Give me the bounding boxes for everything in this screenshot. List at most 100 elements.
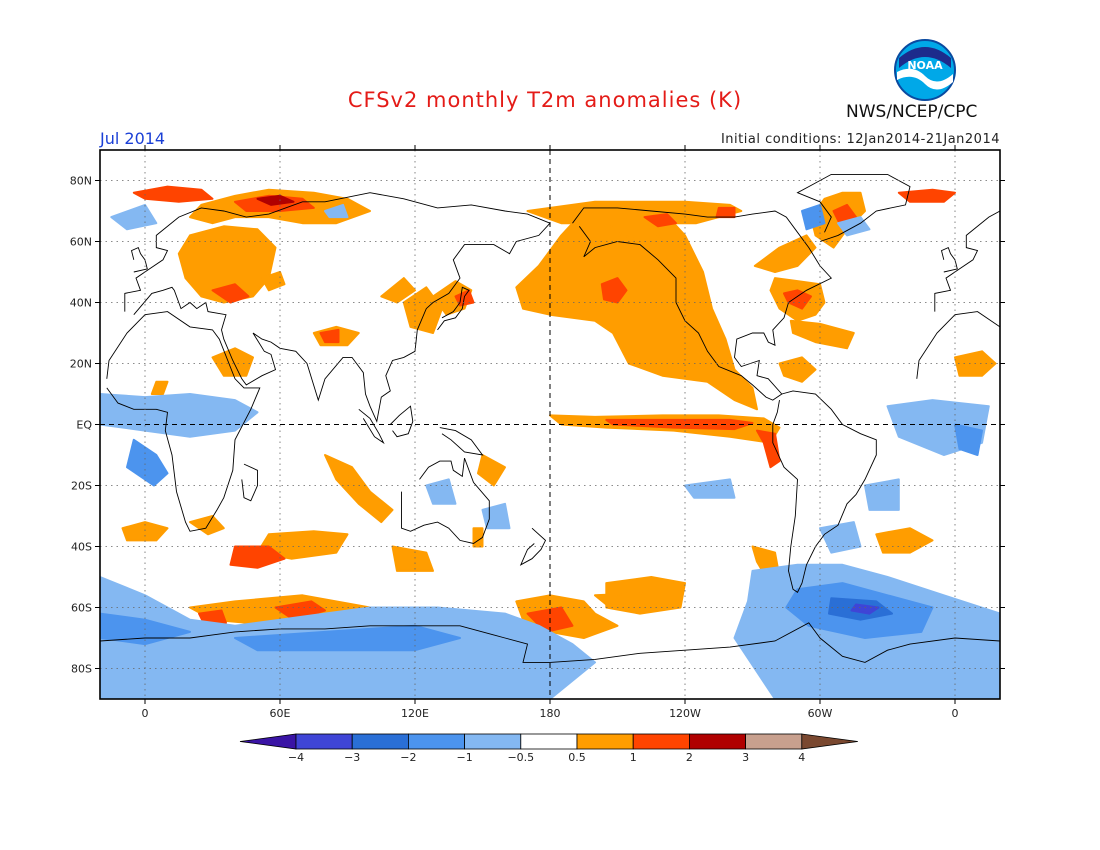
anomaly-area (954, 423, 983, 456)
anomaly-area (897, 188, 956, 203)
anomaly-area (684, 478, 736, 499)
anomaly-area (875, 527, 934, 554)
anomaly-area (121, 521, 169, 542)
colorbar-bin (407, 733, 465, 750)
coastline (916, 311, 1000, 379)
longitude-label: 0 (142, 707, 149, 720)
longitude-label: 60W (808, 707, 833, 720)
latitude-label: 20S (71, 480, 92, 493)
latitude-label: EQ (76, 419, 92, 432)
axis-ticks (95, 145, 1005, 704)
colorbar-bin (576, 733, 634, 750)
latitude-label: 40N (70, 297, 92, 310)
longitude-label: 120W (669, 707, 701, 720)
anomaly-area (850, 603, 880, 615)
anomaly-area (234, 624, 461, 652)
anomaly-area (380, 277, 416, 304)
coastline (100, 622, 1000, 663)
anomaly-area (274, 600, 326, 621)
anomaly-area (211, 347, 254, 377)
anomaly-area (198, 609, 227, 624)
anomaly-area (715, 206, 736, 219)
coastline (124, 192, 551, 423)
anomaly-area (477, 454, 506, 487)
anomaly-area (600, 277, 628, 304)
anomaly-area (126, 438, 169, 487)
anomaly-area (261, 271, 286, 292)
anomaly-area (864, 478, 900, 511)
anomaly-area (324, 454, 394, 524)
colorbar-tick-label: −0.5 (507, 751, 534, 764)
noaa-logo-icon: NOAA (894, 39, 956, 101)
colorbar-tick-label: −2 (400, 751, 416, 764)
colorbar-tick-label: 0.5 (568, 751, 586, 764)
coastline (437, 286, 470, 331)
initial-conditions: Initial conditions: 12Jan2014-21Jan2014 (720, 132, 1000, 147)
colorbar-bin (689, 733, 747, 750)
colorbar-bin (295, 733, 353, 750)
latitude-label: 80N (70, 175, 92, 188)
coastline (401, 457, 490, 544)
colorbar-bin (632, 733, 690, 750)
anomaly-area (753, 234, 817, 273)
anomaly-area (211, 283, 250, 304)
latitude-label: 60S (71, 602, 92, 615)
longitude-label: 0 (952, 707, 959, 720)
anomaly-area (402, 286, 443, 334)
colorbar-bin (239, 733, 297, 750)
anomaly-area (783, 289, 812, 310)
latitude-label: 40S (71, 541, 92, 554)
anomaly-area (526, 200, 743, 225)
anomaly-map: 80N 60N 40N 20N EQ 20S 40S 60S 80S 0 60E 120E 180 12… (70, 145, 1005, 720)
anomaly-area (425, 478, 457, 505)
agency-label: NWS/NCEP/CPC (846, 102, 978, 122)
anomaly-area (324, 203, 349, 219)
colorbar-tick-label: −3 (344, 751, 360, 764)
colorbar-tick-label: 2 (686, 751, 693, 764)
colorbar: −4 −3 −2 −1 −0.5 0.5 1 2 3 4 (239, 733, 858, 764)
anomaly-area (789, 319, 855, 350)
coastline (519, 527, 547, 566)
svg-text:NOAA: NOAA (907, 59, 943, 72)
colorbar-bin (745, 733, 803, 750)
anomaly-area (100, 393, 259, 438)
latitude-label: 80S (71, 663, 92, 676)
anomaly-area (189, 515, 225, 536)
latitude-label: 20N (70, 358, 92, 371)
anomaly-area (229, 545, 286, 569)
colorbar-tick-label: 4 (798, 751, 805, 764)
anomaly-area (256, 194, 295, 206)
latitude-labels: 80N 60N 40N 20N EQ 20S 40S 60S 80S (70, 175, 93, 676)
colorbar-tick-label: −4 (288, 751, 304, 764)
coastline (439, 427, 484, 456)
anomaly-area (150, 380, 169, 395)
anomaly-area (177, 225, 277, 304)
anomaly-area (643, 213, 677, 228)
anomaly-shading (100, 185, 1000, 699)
coastline (241, 463, 258, 502)
anomaly-area (391, 545, 434, 572)
coastlines (100, 173, 1000, 663)
coastline (358, 408, 385, 445)
longitude-label: 60E (270, 707, 291, 720)
colorbar-tick-label: 1 (630, 751, 637, 764)
longitude-label: 120E (401, 707, 429, 720)
anomaly-area (594, 591, 664, 606)
forecast-period: Jul 2014 (100, 129, 166, 148)
chart-title: CFSv2 monthly T2m anomalies (K) (347, 88, 743, 112)
colorbar-bin (351, 733, 409, 750)
coastline (572, 207, 833, 401)
anomaly-area (319, 328, 340, 344)
longitude-labels: 0 60E 120E 180 120W 60W 0 (142, 707, 959, 720)
coastline (934, 210, 1000, 312)
colorbar-tick-label: −1 (456, 751, 472, 764)
coastline (940, 246, 958, 273)
anomaly-area (801, 203, 826, 231)
latitude-label: 60N (70, 236, 92, 249)
coastline (130, 246, 148, 273)
coastline (796, 173, 911, 242)
anomaly-area (132, 185, 214, 203)
colorbar-bin (520, 733, 578, 750)
anomaly-area (472, 527, 484, 548)
colorbar-tick-label: 3 (742, 751, 749, 764)
